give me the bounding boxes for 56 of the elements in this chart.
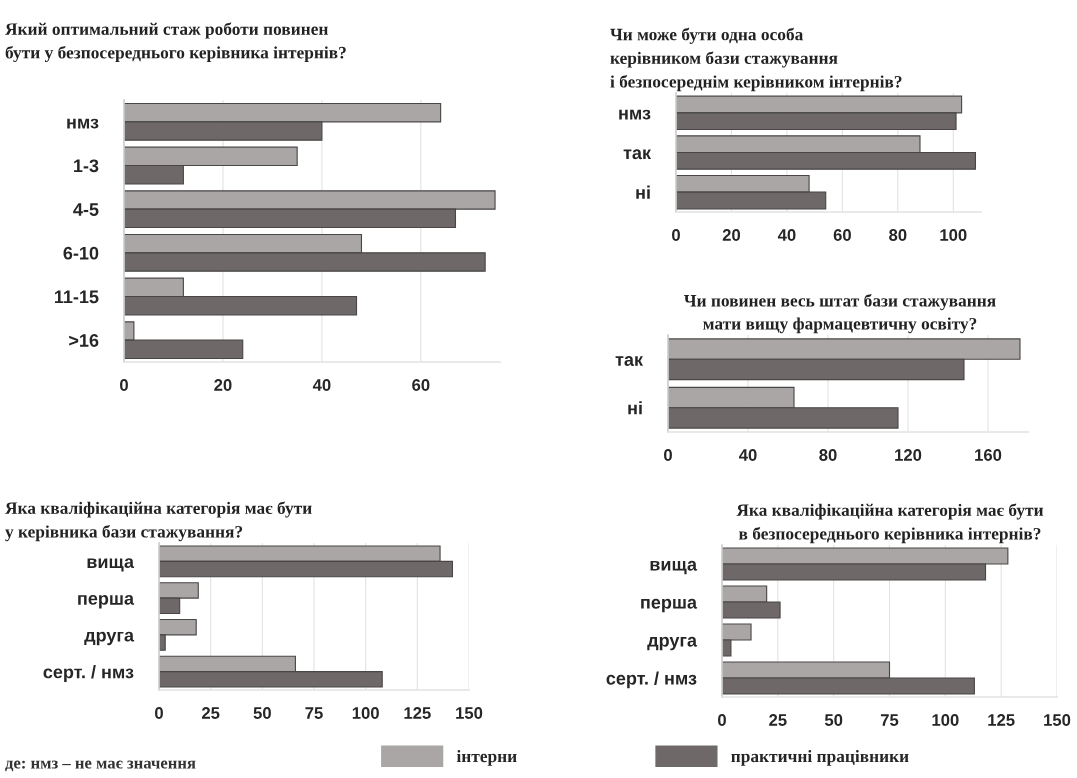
legend-label: інтерни: [456, 749, 517, 766]
x-tick-label: 40: [777, 229, 796, 241]
x-tick-label: 150: [1044, 714, 1071, 726]
x-tick-label: 0: [672, 229, 680, 241]
x-tick-label: 60: [412, 379, 430, 391]
x-tick-label: 40: [312, 379, 331, 391]
y-tick-label: вища: [87, 558, 135, 572]
x-tick-label: 25: [201, 707, 220, 719]
x-tick-label: 20: [722, 229, 741, 241]
y-tick-label: нмз: [67, 118, 99, 129]
legend-label: практичні працівники: [731, 749, 909, 766]
x-tick-label: 100: [352, 707, 379, 719]
chart-title: Чи повинен весь штат бази стажування мати вищу фармацевтичну освіту?: [684, 294, 996, 334]
x-tick-label: 25: [769, 714, 787, 726]
y-tick-label: так: [623, 149, 652, 160]
y-tick-label: так: [615, 356, 644, 366]
x-tick-label: 0: [664, 449, 672, 461]
y-tick-label: перша: [78, 594, 135, 609]
y-tick-label: серт. / нмз: [606, 671, 697, 689]
x-tick-label: 50: [253, 707, 271, 719]
y-tick-label: 6-10: [63, 246, 99, 260]
chart-title: Яка кваліфікаційна категорія має бути в безпосереднього керівника інтернів?: [736, 503, 1044, 544]
y-tick-label: ні: [628, 401, 642, 415]
text: де: нмз – не має значення: [5, 760, 196, 772]
y-tick-label: серт. / нмз: [43, 665, 134, 682]
x-tick-label: 80: [889, 229, 907, 241]
x-tick-label: 50: [824, 714, 843, 726]
chart-title: Який оптимальний стаж роботи повинен бути у безпосереднього керівника інтернів?: [5, 22, 346, 63]
x-tick-label: 100: [940, 229, 967, 241]
chart-title: Яка кваліфікаційна категорія має бути у керівника бази стажування?: [5, 501, 312, 542]
y-tick-label: 1-3: [74, 159, 99, 173]
y-tick-label: друга: [84, 631, 135, 646]
x-tick-label: 150: [456, 707, 483, 719]
x-tick-label: 0: [155, 707, 163, 719]
y-tick-label: друга: [647, 636, 698, 651]
x-tick-label: 125: [404, 707, 431, 719]
x-tick-label: 60: [833, 229, 851, 241]
x-tick-label: 40: [738, 449, 757, 461]
x-tick-label: 160: [975, 449, 1002, 461]
x-tick-label: 100: [932, 714, 959, 726]
y-tick-label: ні: [636, 185, 650, 199]
y-tick-label: >16: [69, 334, 99, 347]
x-tick-label: 125: [988, 714, 1015, 726]
x-tick-label: 0: [120, 379, 128, 391]
y-tick-label: 4-5: [73, 203, 99, 216]
y-tick-label: перша: [641, 598, 698, 613]
chart-title: Чи може бути одна особа керівником бази стажування і безпосереднім керівником інтернів?: [610, 27, 902, 92]
y-tick-label: нмз: [619, 109, 651, 120]
y-tick-label: вища: [650, 560, 698, 575]
x-tick-label: 120: [895, 449, 922, 461]
y-tick-label: 11-15: [54, 290, 99, 304]
x-tick-label: 0: [718, 714, 726, 726]
x-tick-label: 75: [880, 714, 899, 726]
x-tick-label: 20: [214, 379, 232, 391]
x-tick-label: 75: [305, 707, 323, 719]
x-tick-label: 80: [819, 449, 837, 461]
